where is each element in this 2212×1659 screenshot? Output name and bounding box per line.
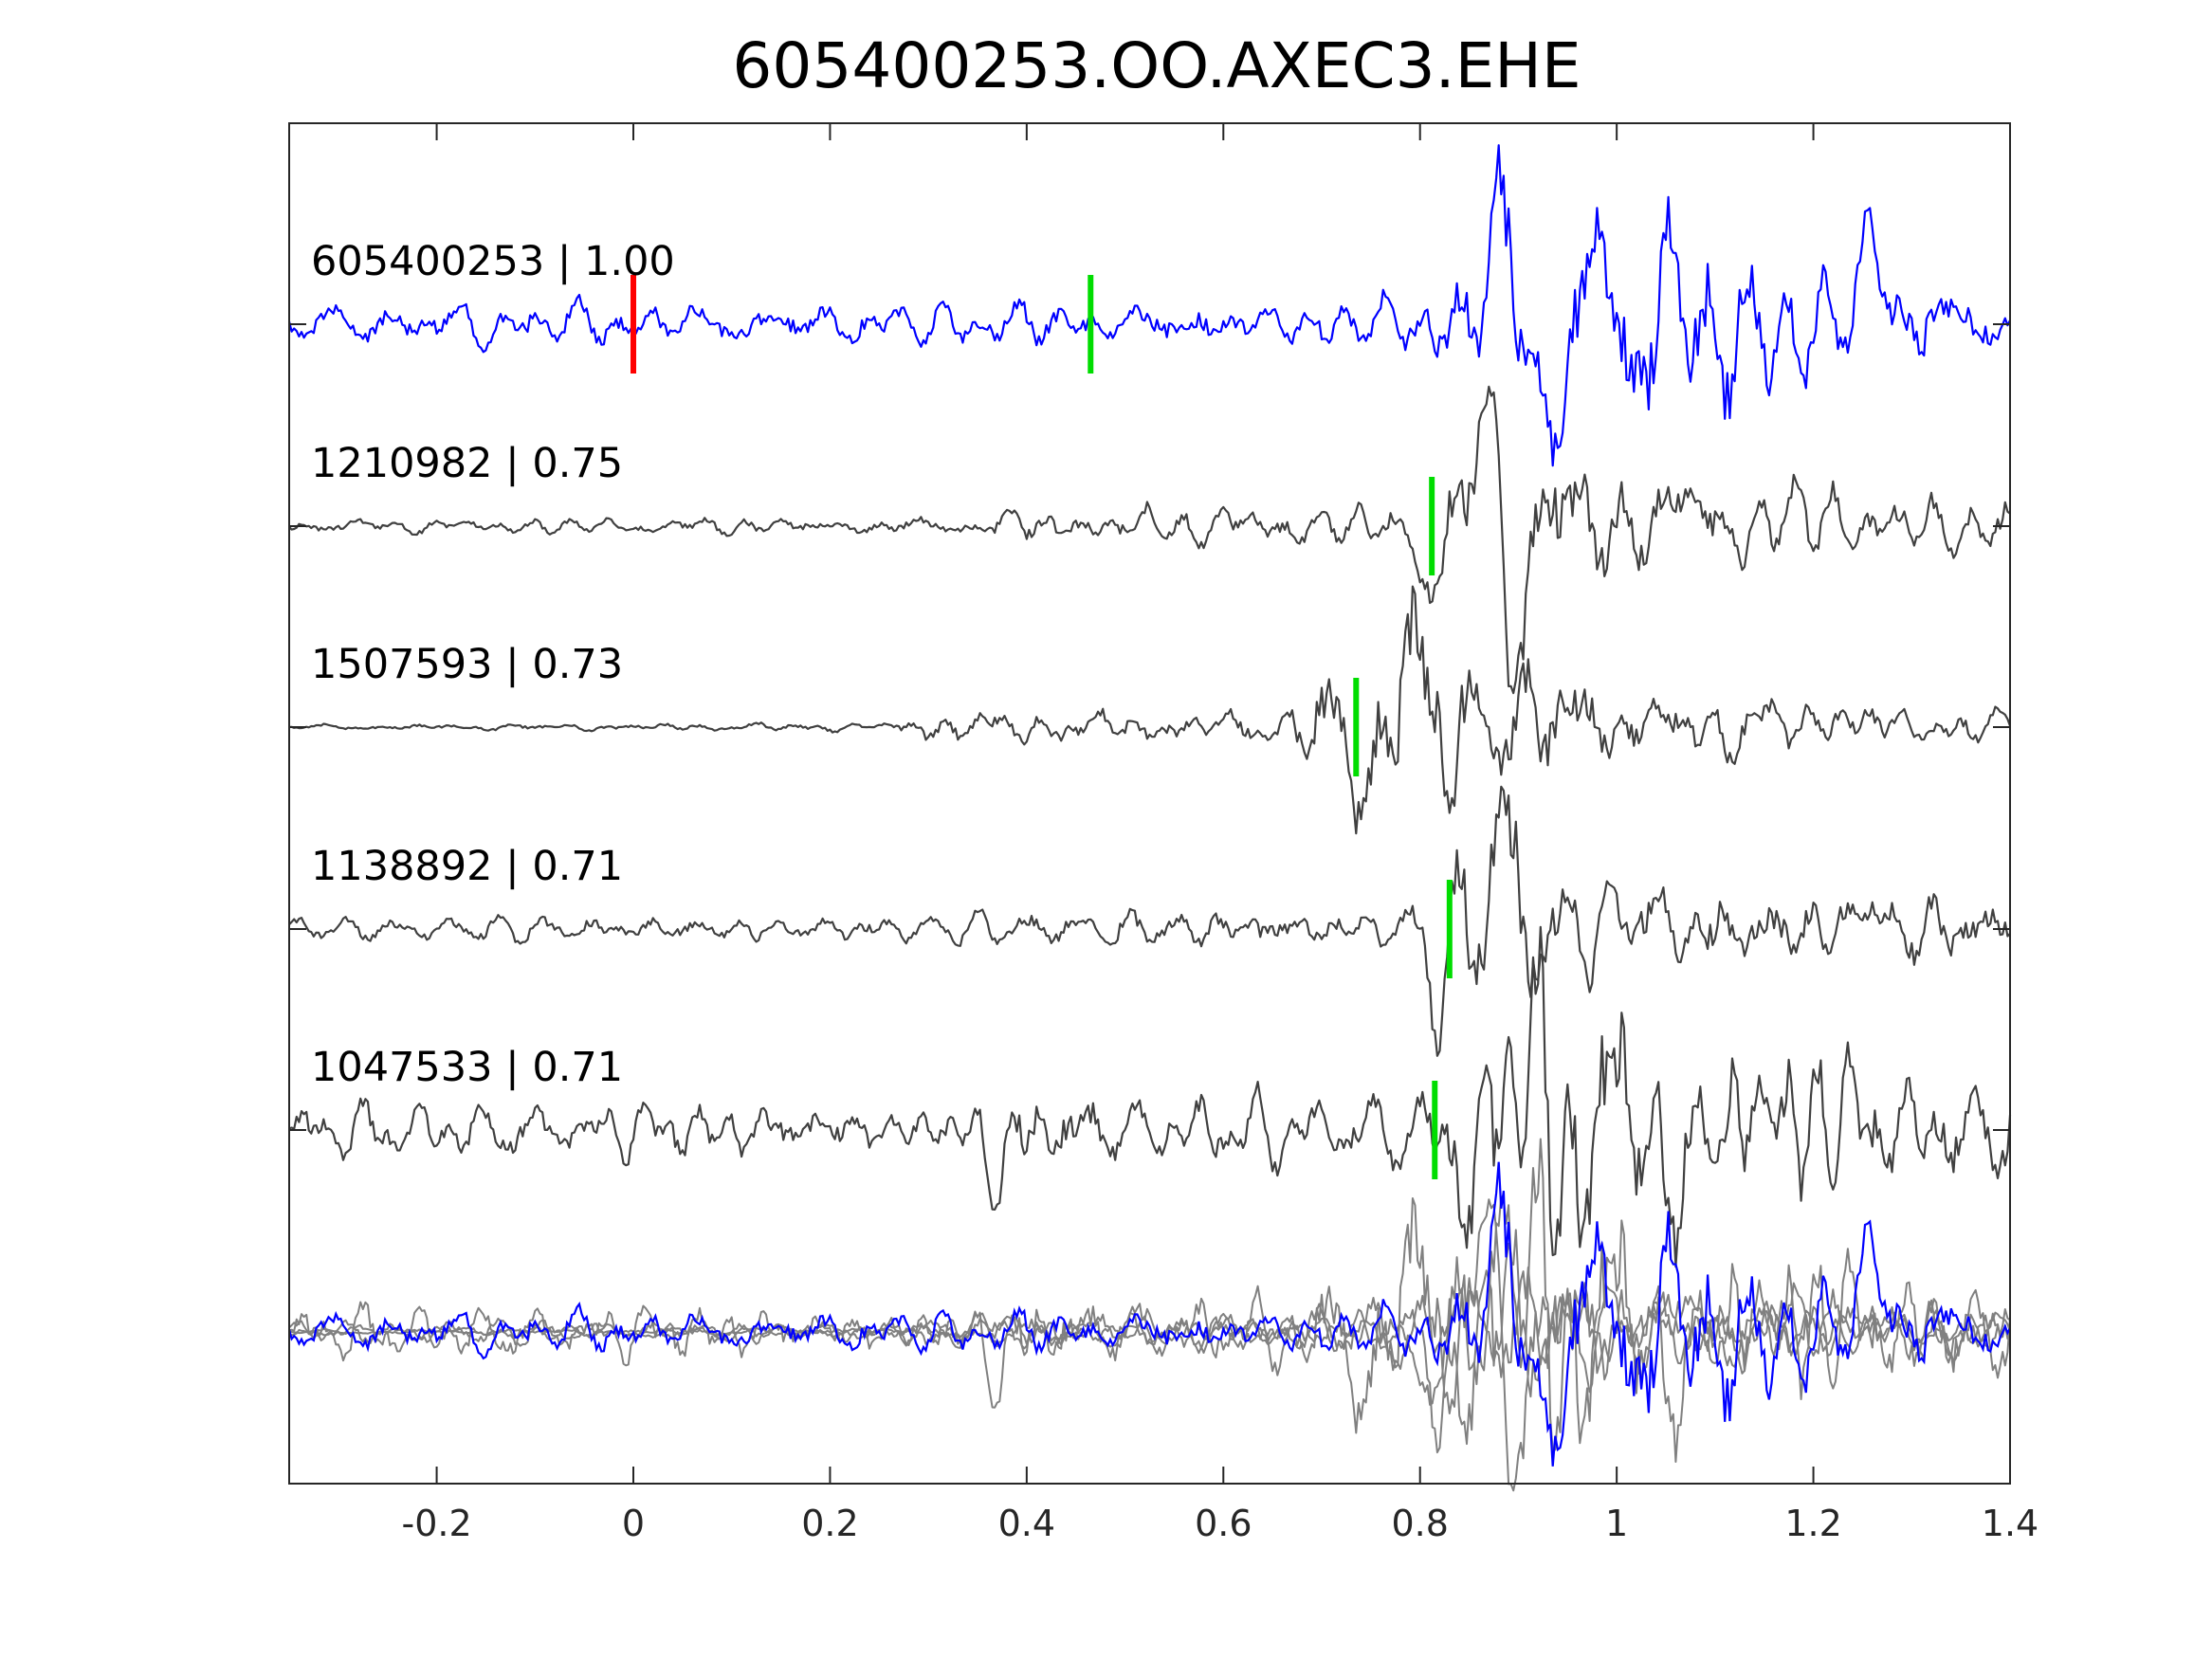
trace-3-waveform xyxy=(288,585,2012,835)
x-tick-label: 1.4 xyxy=(1982,1503,2038,1544)
x-tick-label: 0 xyxy=(622,1503,645,1544)
overlay-trace-4 xyxy=(288,1195,2011,1454)
x-tick-label: 0.6 xyxy=(1195,1503,1252,1544)
trace-3-label: 1507593 | 0.73 xyxy=(311,641,623,688)
trace-1-waveform xyxy=(287,144,2011,467)
trace-5-label: 1047533 | 0.71 xyxy=(311,1044,623,1091)
trace-2-waveform xyxy=(288,385,2011,695)
trace-4-label: 1138892 | 0.71 xyxy=(311,843,623,890)
traces-layer xyxy=(287,144,2012,1268)
x-tick-label: 0.8 xyxy=(1391,1503,1448,1544)
x-tick-label: 1.2 xyxy=(1784,1503,1841,1544)
overlay-trace-5 xyxy=(288,1138,2011,1463)
trace-5-waveform xyxy=(288,925,2012,1268)
trace-labels: 605400253 | 1.00 1210982 | 0.75 1507593 | … xyxy=(311,238,675,1091)
plot-area-frame xyxy=(288,122,2011,1485)
trace-4-waveform xyxy=(288,785,2011,1057)
trace-1-label: 605400253 | 1.00 xyxy=(311,238,675,285)
x-tick-label: -0.2 xyxy=(401,1503,471,1544)
trace-2-label: 1210982 | 0.75 xyxy=(311,440,623,487)
markers-layer xyxy=(631,275,1453,1179)
overlay-layer xyxy=(287,1138,2011,1492)
overlay-trace-1 xyxy=(287,1161,2011,1467)
x-tick-label: 1 xyxy=(1605,1503,1628,1544)
axes xyxy=(288,122,2011,1485)
x-tick-label: 0.4 xyxy=(998,1503,1055,1544)
x-tick-label: 0.2 xyxy=(801,1503,858,1544)
chart-title: 605400253.OO.AXEC3.EHE xyxy=(732,29,1581,102)
x-axis-ticks: -0.2 0 0.2 0.4 0.6 0.8 1 1.2 1.4 xyxy=(289,123,2038,1544)
